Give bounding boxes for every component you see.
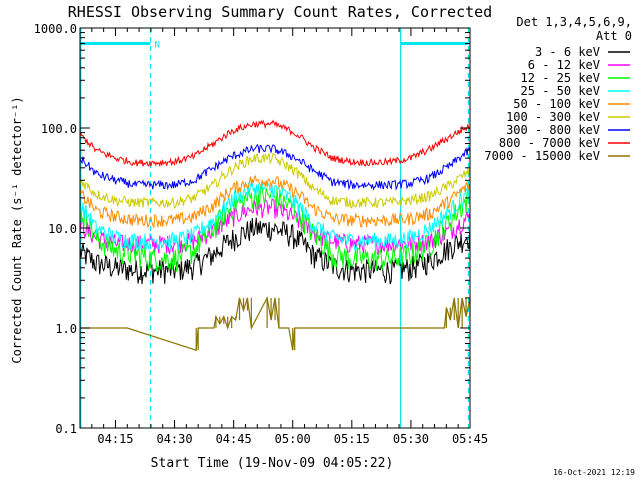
legend-header-attenuator: Att 0 <box>596 29 632 43</box>
series-line-3 <box>79 181 471 251</box>
legend-label-3: 25 - 50 keV <box>521 84 600 98</box>
y-tick-label-0: 0.1 <box>55 422 77 436</box>
x-axis: 04:15 04:30 04:45 05:00 05:15 05:30 05:45 <box>91 28 488 446</box>
plot-frame <box>79 27 471 429</box>
series-7 <box>79 119 471 168</box>
chart-title: RHESSI Observing Summary Count Rates, Co… <box>68 3 492 21</box>
legend-label-7: 800 - 7000 keV <box>499 136 600 150</box>
x-tick-label-4: 05:15 <box>334 432 370 446</box>
legend-label-0: 3 - 6 keV <box>535 45 600 59</box>
series-line-0 <box>79 217 471 285</box>
series-8 <box>80 296 471 352</box>
series-6 <box>79 143 471 191</box>
series-line-7 <box>79 119 471 168</box>
y-tick-label-2: 10.0 <box>48 222 77 236</box>
series-line-5 <box>79 152 471 209</box>
x-axis-label: Start Time (19-Nov-09 04:05:22) <box>151 456 394 471</box>
series-line-4 <box>79 174 471 229</box>
x-tick-label-3: 05:00 <box>275 432 311 446</box>
series-0 <box>79 217 471 285</box>
y-axis: 0.1 1.0 10.0 100.0 1000.0 <box>34 22 470 436</box>
series-layer <box>79 119 471 352</box>
legend-label-5: 100 - 300 keV <box>506 110 600 124</box>
legend-label-4: 50 - 100 keV <box>513 97 600 111</box>
series-3 <box>79 181 471 251</box>
x-tick-label-1: 04:30 <box>156 432 192 446</box>
series-5 <box>79 152 471 209</box>
legend-label-6: 300 - 800 keV <box>506 123 600 137</box>
legend-label-8: 7000 - 15000 keV <box>484 149 600 163</box>
x-tick-label-6: 05:45 <box>452 432 488 446</box>
footer-timestamp: 16-Oct-2021 12:19 <box>553 468 635 477</box>
series-line-2 <box>79 185 471 273</box>
series-2 <box>79 185 471 273</box>
night-marker-label: N <box>155 40 160 50</box>
y-tick-label-3: 100.0 <box>41 122 77 136</box>
x-tick-label-5: 05:30 <box>393 432 429 446</box>
legend-label-2: 12 - 25 keV <box>521 71 600 85</box>
series-4 <box>79 174 471 229</box>
y-axis-label: Corrected Count Rate (s⁻¹ detector⁻¹) <box>10 96 24 363</box>
legend-label-1: 6 - 12 keV <box>528 58 600 72</box>
y-tick-label-4: 1000.0 <box>34 22 77 36</box>
series-line-6 <box>79 143 471 191</box>
y-tick-label-1: 1.0 <box>55 322 77 336</box>
annotations-layer: N <box>80 28 470 428</box>
legend-header-detectors: Det 1,3,4,5,6,9, <box>516 15 632 29</box>
x-tick-label-0: 04:15 <box>97 432 133 446</box>
x-tick-label-2: 04:45 <box>216 432 252 446</box>
